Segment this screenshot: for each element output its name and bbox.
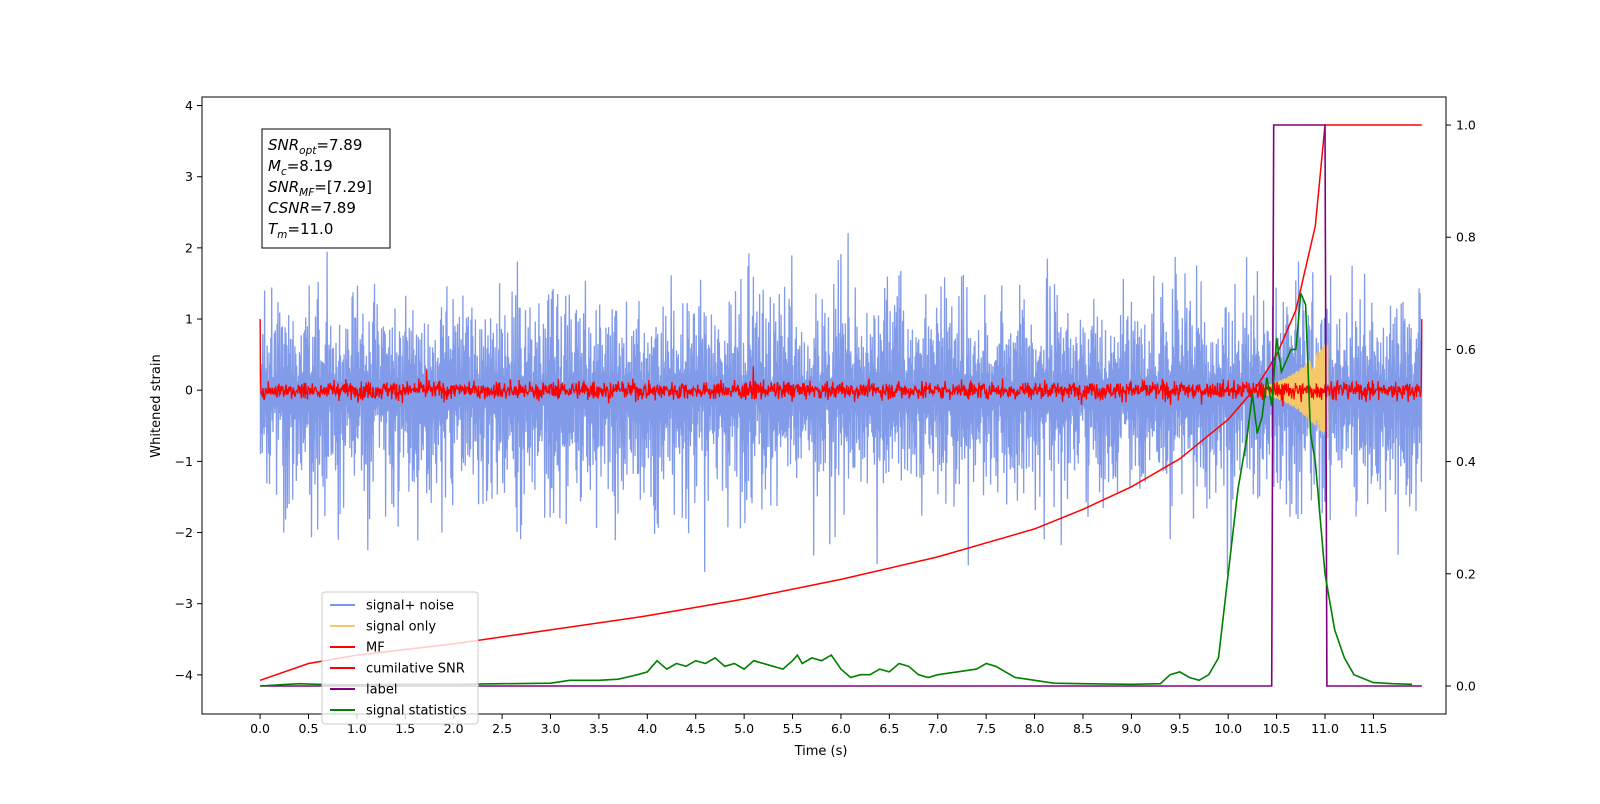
x-tick-label: 8.5 xyxy=(1073,721,1093,736)
x-axis-label: Time (s) xyxy=(794,744,848,759)
y-axis-ticks: 4 3 2 1 0 −1 −2 −3 −4 xyxy=(175,98,202,682)
y2-axis-ticks: 1.0 0.8 0.6 0.4 0.2 0.0 xyxy=(1446,118,1476,693)
x-tick-label: 11.0 xyxy=(1311,721,1339,736)
x-tick-label: 1.5 xyxy=(395,721,415,736)
y-tick-label: 4 xyxy=(185,98,193,113)
x-tick-label: 6.5 xyxy=(879,721,899,736)
legend-entry-label: cumilative SNR xyxy=(366,662,465,677)
signal-statistics-series xyxy=(260,292,1413,687)
info-line: SNRopt=7.89 xyxy=(268,136,362,157)
x-tick-label: 7.0 xyxy=(928,721,948,736)
x-tick-label: 2.5 xyxy=(492,721,512,736)
y2-tick-label: 1.0 xyxy=(1456,118,1476,133)
y2-tick-label: 0.0 xyxy=(1456,678,1476,693)
x-tick-label: 10.5 xyxy=(1263,721,1291,736)
signal-only-series xyxy=(1251,342,1329,439)
y2-tick-label: 0.6 xyxy=(1456,342,1476,357)
y2-tick-label: 0.2 xyxy=(1456,566,1476,581)
y-tick-label: 0 xyxy=(185,383,193,398)
y-tick-label: 1 xyxy=(185,312,193,327)
y-tick-label: 2 xyxy=(185,240,193,255)
signal-only-line xyxy=(1251,342,1329,439)
x-tick-label: 4.5 xyxy=(686,721,706,736)
legend: signal+ noise signal only MF cumilative SNR… xyxy=(321,591,479,725)
legend-entry-label: signal only xyxy=(366,620,436,635)
y-tick-label: −1 xyxy=(175,454,193,469)
x-tick-label: 9.0 xyxy=(1121,721,1141,736)
y2-tick-label: 0.8 xyxy=(1456,230,1476,245)
x-tick-label: 2.0 xyxy=(444,721,464,736)
info-line: CSNR=7.89 xyxy=(268,199,356,217)
axes-frame xyxy=(201,96,1447,715)
legend-entry-label: label xyxy=(366,683,397,698)
y-tick-label: −3 xyxy=(175,596,193,611)
signal-statistics-line xyxy=(260,292,1413,687)
label-line xyxy=(260,124,1422,687)
legend-entry-label: MF xyxy=(366,641,385,656)
mf-line xyxy=(259,318,1423,407)
x-tick-label: 3.0 xyxy=(541,721,561,736)
info-line: Tm=11.0 xyxy=(268,220,333,241)
x-tick-label: 11.5 xyxy=(1359,721,1387,736)
x-tick-label: 8.0 xyxy=(1025,721,1045,736)
info-line: SNRMF=[7.29] xyxy=(268,178,372,199)
cumulative-snr-line xyxy=(259,124,1422,682)
x-tick-label: 0.5 xyxy=(299,721,319,736)
x-axis-ticks: 0.0 0.5 1.0 1.5 2.0 2.5 3.0 3.5 4.0 4.5 5.0 5.5 6.0 6… xyxy=(250,714,1387,736)
x-tick-label: 9.5 xyxy=(1170,721,1190,736)
y-tick-label: −4 xyxy=(175,667,193,682)
x-tick-label: 5.0 xyxy=(734,721,754,736)
label-series xyxy=(260,124,1422,687)
x-tick-label: 3.5 xyxy=(589,721,609,736)
x-tick-label: 0.0 xyxy=(250,721,270,736)
y2-tick-label: 0.4 xyxy=(1456,454,1476,469)
x-tick-label: 4.0 xyxy=(637,721,657,736)
y-axis-label: Whitened strain xyxy=(149,354,164,457)
legend-entry-label: signal statistics xyxy=(366,704,467,719)
x-tick-label: 5.5 xyxy=(783,721,803,736)
legend-entry-label: signal+ noise xyxy=(366,599,454,614)
info-line: Mc=8.19 xyxy=(268,157,333,178)
mf-series xyxy=(259,318,1423,407)
y-tick-label: −2 xyxy=(175,525,193,540)
y-tick-label: 3 xyxy=(185,169,193,184)
x-tick-label: 1.0 xyxy=(347,721,367,736)
x-tick-label: 6.0 xyxy=(831,721,851,736)
x-tick-label: 7.5 xyxy=(976,721,996,736)
cumulative-snr-series xyxy=(259,124,1422,682)
x-tick-label: 10.0 xyxy=(1214,721,1242,736)
